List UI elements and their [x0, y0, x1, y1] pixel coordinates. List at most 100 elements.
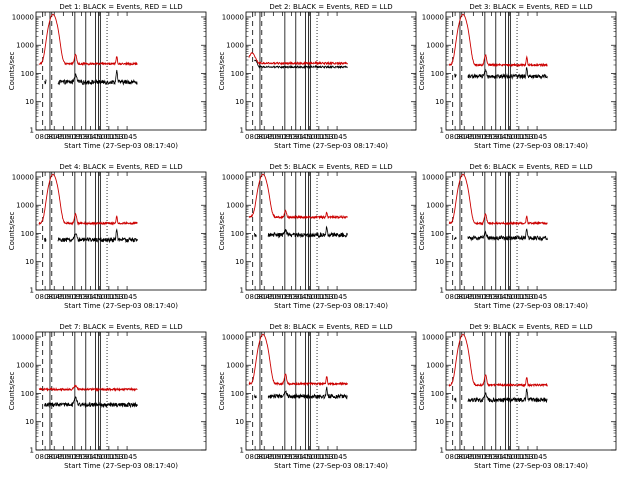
x-axis-label: Start Time (27-Sep-03 08:17:40)	[274, 142, 388, 150]
series-lld-line	[248, 52, 348, 66]
x-tick-label: 10:30	[108, 453, 128, 461]
y-tick-label: 10	[235, 258, 244, 266]
x-tick-label: 10:15	[309, 133, 329, 141]
x-tick-label: 08:45	[254, 133, 274, 141]
x-tick-label: 09:30	[71, 453, 91, 461]
y-tick-label: 1000	[226, 42, 244, 50]
y-axis-label: Counts/sec	[218, 372, 226, 411]
y-tick-label: 1	[240, 447, 244, 455]
x-tick-label: 09:30	[281, 293, 301, 301]
panel-title: Det 6: BLACK = Events, RED = LLD	[469, 163, 592, 171]
plot-frame	[35, 11, 207, 131]
x-tick-label: 10:00	[300, 133, 320, 141]
x-axis-label: Start Time (27-Sep-03 08:17:40)	[474, 462, 588, 470]
series-events-line	[254, 225, 348, 239]
y-tick-label: 10	[235, 98, 244, 106]
x-tick-label: 08:30	[35, 133, 55, 141]
series-lld-line	[38, 14, 138, 67]
x-tick-label: 09:15	[62, 293, 82, 301]
y-tick-label: 1000	[226, 202, 244, 210]
x-tick-label: 10:30	[318, 133, 338, 141]
panel-det-5: Det 5: BLACK = Events, RED = LLD Counts/s…	[218, 163, 417, 310]
series-events-line	[254, 59, 348, 70]
y-axis-label: Counts/sec	[8, 212, 16, 251]
y-tick-label: 1000	[16, 202, 34, 210]
panel-det-7: Det 7: BLACK = Events, RED = LLD Counts/s…	[8, 323, 207, 470]
x-tick-label: 10:45	[117, 293, 137, 301]
y-axis-label: Counts/sec	[418, 372, 426, 411]
plot-frame	[245, 171, 417, 291]
panel-title: Det 2: BLACK = Events, RED = LLD	[269, 3, 392, 11]
x-axis-label: Start Time (27-Sep-03 08:17:40)	[274, 462, 388, 470]
panel-title: Det 4: BLACK = Events, RED = LLD	[59, 163, 182, 171]
x-tick-label: 10:45	[117, 133, 137, 141]
x-axis-label: Start Time (27-Sep-03 08:17:40)	[64, 142, 178, 150]
y-axis-label: Counts/sec	[218, 212, 226, 251]
series-lld-line	[38, 384, 138, 392]
x-tick-label: 08:45	[454, 293, 474, 301]
x-tick-label: 10:30	[318, 293, 338, 301]
x-tick-label: 09:45	[491, 293, 511, 301]
y-tick-label: 100	[231, 390, 244, 398]
x-tick-label: 10:30	[108, 293, 128, 301]
series-lld-line	[38, 174, 138, 226]
panel-det-6: Det 6: BLACK = Events, RED = LLD Counts/s…	[418, 163, 617, 310]
panel-title: Det 7: BLACK = Events, RED = LLD	[59, 323, 182, 331]
x-tick-label: 08:30	[245, 453, 265, 461]
x-tick-label: 09:00	[53, 453, 73, 461]
y-tick-label: 10	[25, 258, 34, 266]
series-events-line	[44, 228, 138, 244]
x-tick-label: 09:30	[481, 133, 501, 141]
plot-frame	[35, 331, 207, 451]
y-tick-label: 100	[431, 70, 444, 78]
plot-frame	[245, 331, 417, 451]
y-tick-label: 100	[431, 390, 444, 398]
y-tick-label: 100	[21, 390, 34, 398]
series-lld-line	[448, 14, 548, 68]
y-tick-label: 1000	[426, 42, 444, 50]
x-tick-label: 08:45	[44, 133, 64, 141]
x-axis-label: Start Time (27-Sep-03 08:17:40)	[64, 462, 178, 470]
y-tick-label: 1000	[226, 362, 244, 370]
x-tick-label: 09:15	[472, 293, 492, 301]
x-tick-label: 09:15	[62, 133, 82, 141]
x-tick-label: 09:00	[463, 133, 483, 141]
panel-title: Det 1: BLACK = Events, RED = LLD	[59, 3, 182, 11]
x-axis-label: Start Time (27-Sep-03 08:17:40)	[474, 142, 588, 150]
panel-det-3: Det 3: BLACK = Events, RED = LLD Counts/s…	[418, 3, 617, 150]
y-tick-label: 100	[431, 230, 444, 238]
series-events-line	[254, 386, 348, 400]
series-events-line	[454, 388, 548, 404]
x-tick-label: 10:00	[90, 293, 110, 301]
panel-det-8: Det 8: BLACK = Events, RED = LLD Counts/s…	[218, 323, 417, 470]
y-tick-label: 10000	[422, 13, 444, 21]
y-tick-label: 10000	[222, 333, 244, 341]
x-tick-label: 08:30	[445, 133, 465, 141]
x-tick-label: 08:30	[445, 293, 465, 301]
x-tick-label: 09:00	[53, 133, 73, 141]
x-axis-label: Start Time (27-Sep-03 08:17:40)	[474, 302, 588, 310]
x-tick-label: 10:00	[500, 293, 520, 301]
y-axis-label: Counts/sec	[418, 52, 426, 91]
series-events-line	[454, 228, 548, 242]
panel-det-4: Det 4: BLACK = Events, RED = LLD Counts/s…	[8, 163, 207, 310]
x-tick-label: 10:15	[509, 133, 529, 141]
series-events-line	[44, 69, 138, 86]
panel-det-1: Det 1: BLACK = Events, RED = LLD Counts/s…	[8, 3, 207, 150]
x-tick-label: 09:30	[71, 293, 91, 301]
x-tick-label: 08:45	[454, 133, 474, 141]
x-tick-label: 10:30	[108, 133, 128, 141]
x-tick-label: 10:15	[309, 293, 329, 301]
y-tick-label: 1000	[16, 362, 34, 370]
x-tick-label: 10:45	[117, 453, 137, 461]
x-tick-label: 08:30	[245, 133, 265, 141]
x-tick-label: 10:15	[309, 453, 329, 461]
x-tick-label: 10:45	[327, 453, 347, 461]
x-tick-label: 10:30	[518, 133, 538, 141]
x-tick-label: 09:00	[53, 293, 73, 301]
y-axis-label: Counts/sec	[218, 52, 226, 91]
x-tick-label: 08:45	[254, 293, 274, 301]
x-tick-label: 09:45	[291, 293, 311, 301]
x-tick-label: 10:45	[527, 453, 547, 461]
